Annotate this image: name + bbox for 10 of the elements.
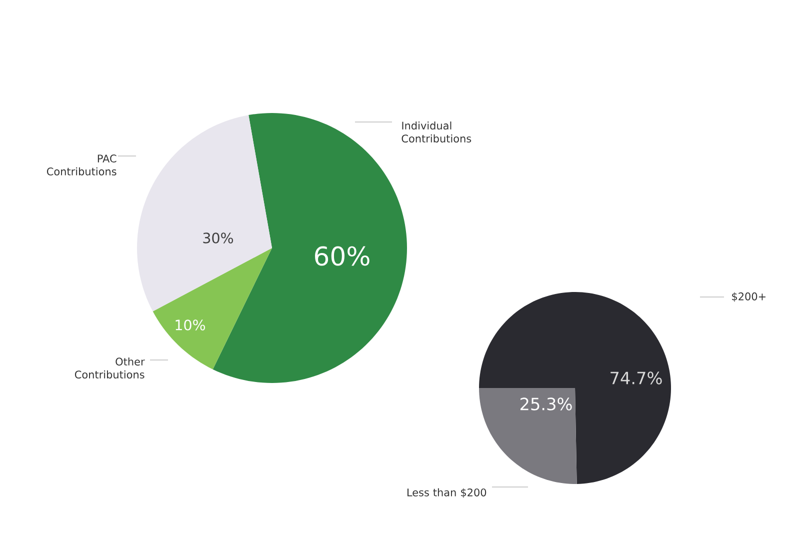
slice-label: Individual Contributions [402, 121, 472, 143]
slice-label: $200+ [732, 292, 766, 302]
slice-label: Less than $200 [407, 488, 486, 498]
slice-label: Other Contributions [74, 357, 145, 379]
data-label: 25.3% [520, 398, 572, 410]
data-label: 60% [315, 246, 370, 266]
data-label: 10% [176, 320, 206, 330]
data-label: 74.7% [610, 372, 662, 384]
slice-label: PAC Contributions [46, 154, 116, 176]
data-label: 30% [203, 232, 234, 244]
